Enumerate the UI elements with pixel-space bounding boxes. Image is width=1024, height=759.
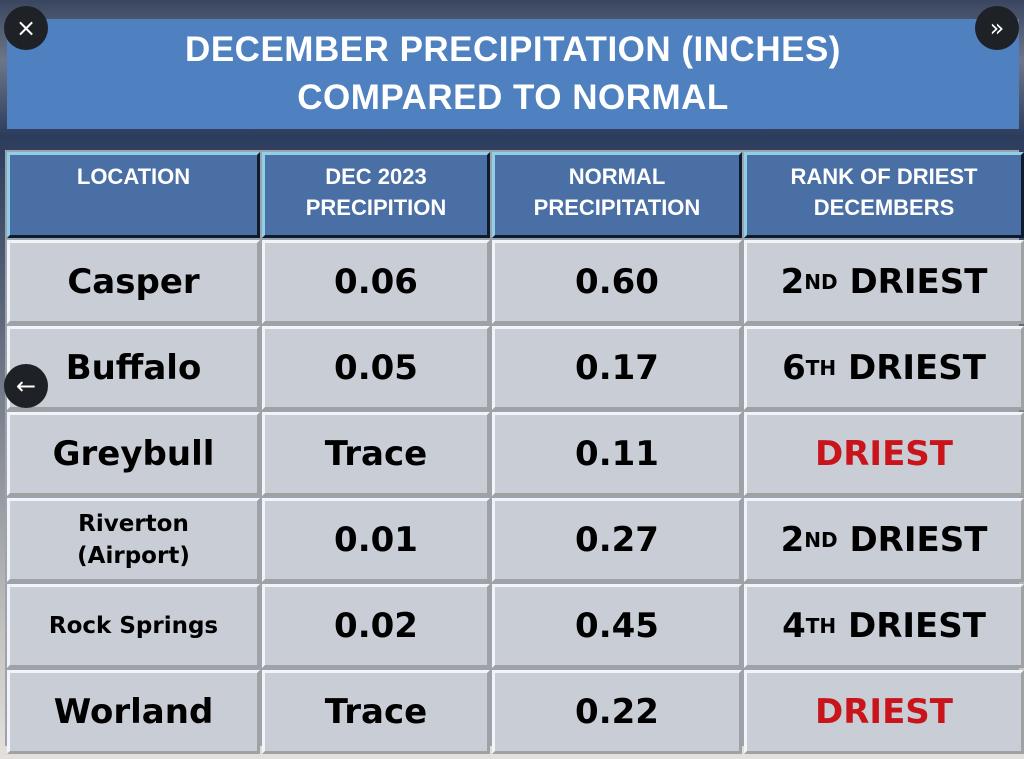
header-line: DECEMBERS [813, 195, 955, 220]
close-button[interactable]: × [4, 6, 48, 50]
header-line: NORMAL [568, 164, 666, 189]
dec2023-cell: Trace [262, 412, 490, 496]
header-line: RANK OF DRIEST [790, 164, 978, 189]
header-text: RANK OF DRIEST DECEMBERS [791, 161, 978, 223]
rank-num: 4 [782, 606, 806, 646]
location-text: Rock Springs [48, 613, 219, 639]
normal-cell: 0.27 [492, 498, 742, 582]
header-text: LOCATION [76, 164, 191, 189]
header-text: NORMAL PRECIPITATION [534, 161, 701, 223]
normal-cell: 0.22 [492, 670, 742, 754]
rank-cell: 2 ND DRIEST [744, 498, 1024, 582]
next-button[interactable]: » [975, 6, 1019, 50]
rank-word: DRIEST [815, 434, 953, 474]
normal-value: 0.27 [575, 520, 659, 560]
rank-cell: 6 TH DRIEST [744, 326, 1024, 410]
location-cell: Worland [7, 670, 260, 754]
rank-word: DRIEST [815, 692, 953, 732]
normal-cell: 0.17 [492, 326, 742, 410]
normal-value: 0.22 [575, 692, 659, 732]
location-text: Casper [67, 262, 200, 302]
rank-cell: DRIEST [744, 412, 1024, 496]
rank-suffix: ND [804, 270, 838, 294]
header-line: DEC 2023 [325, 164, 427, 189]
dec2023-cell: 0.02 [262, 584, 490, 668]
dec2023-value: 0.01 [334, 520, 418, 560]
dec2023-value: 0.02 [334, 606, 418, 646]
header-dec2023: DEC 2023 PRECIPITION [262, 152, 490, 238]
normal-value: 0.60 [575, 262, 659, 302]
location-cell: Riverton (Airport) [7, 498, 260, 582]
dec2023-value: 0.05 [334, 348, 418, 388]
normal-value: 0.45 [575, 606, 659, 646]
location-text: Riverton (Airport) [77, 511, 190, 569]
location-cell: Casper [7, 240, 260, 324]
normal-cell: 0.60 [492, 240, 742, 324]
rank-suffix: TH [805, 614, 837, 638]
double-chevron-right-icon: » [989, 14, 1005, 42]
rank-word: DRIEST [847, 606, 986, 646]
dec2023-cell: 0.06 [262, 240, 490, 324]
normal-value: 0.17 [575, 348, 659, 388]
title-line-2: COMPARED TO NORMAL [297, 78, 729, 117]
rank-suffix: ND [804, 528, 838, 552]
location-text: Greybull [52, 434, 215, 474]
rank-num: 2 [780, 520, 805, 560]
rank-word: DRIEST [847, 348, 986, 388]
location-cell: Greybull [7, 412, 260, 496]
dec2023-value: 0.06 [334, 262, 418, 302]
arrow-left-icon: ← [15, 372, 37, 400]
title-banner: DECEMBER PRECIPITATION (INCHES) COMPARED… [7, 19, 1019, 129]
dec2023-value: Trace [324, 692, 428, 732]
rank-num: 6 [782, 348, 806, 388]
header-text: DEC 2023 PRECIPITION [306, 161, 447, 223]
location-text: Buffalo [65, 348, 202, 388]
header-normal: NORMAL PRECIPITATION [492, 152, 742, 238]
rank-word: DRIEST [849, 262, 988, 302]
location-cell: Rock Springs [7, 584, 260, 668]
previous-button[interactable]: ← [4, 364, 48, 408]
dec2023-cell: 0.05 [262, 326, 490, 410]
rank-cell: DRIEST [744, 670, 1024, 754]
location-cell: Buffalo [7, 326, 260, 410]
close-icon: × [15, 14, 37, 42]
normal-value: 0.11 [575, 434, 659, 474]
rank-num: 2 [780, 262, 805, 302]
precipitation-table: LOCATION DEC 2023 PRECIPITION NORMAL PRECI… [5, 150, 1024, 754]
header-line: PRECIPITATION [533, 195, 701, 220]
header-rank: RANK OF DRIEST DECEMBERS [744, 152, 1024, 238]
header-line: PRECIPITION [305, 195, 447, 220]
rank-cell: 4 TH DRIEST [744, 584, 1024, 668]
rank-suffix: TH [805, 356, 837, 380]
dec2023-cell: Trace [262, 670, 490, 754]
title-line-1: DECEMBER PRECIPITATION (INCHES) [185, 30, 841, 69]
normal-cell: 0.45 [492, 584, 742, 668]
rank-word: DRIEST [849, 520, 988, 560]
dec2023-value: Trace [324, 434, 428, 474]
normal-cell: 0.11 [492, 412, 742, 496]
dec2023-cell: 0.01 [262, 498, 490, 582]
location-text: Worland [53, 692, 214, 732]
header-location: LOCATION [7, 152, 260, 238]
rank-cell: 2 ND DRIEST [744, 240, 1024, 324]
